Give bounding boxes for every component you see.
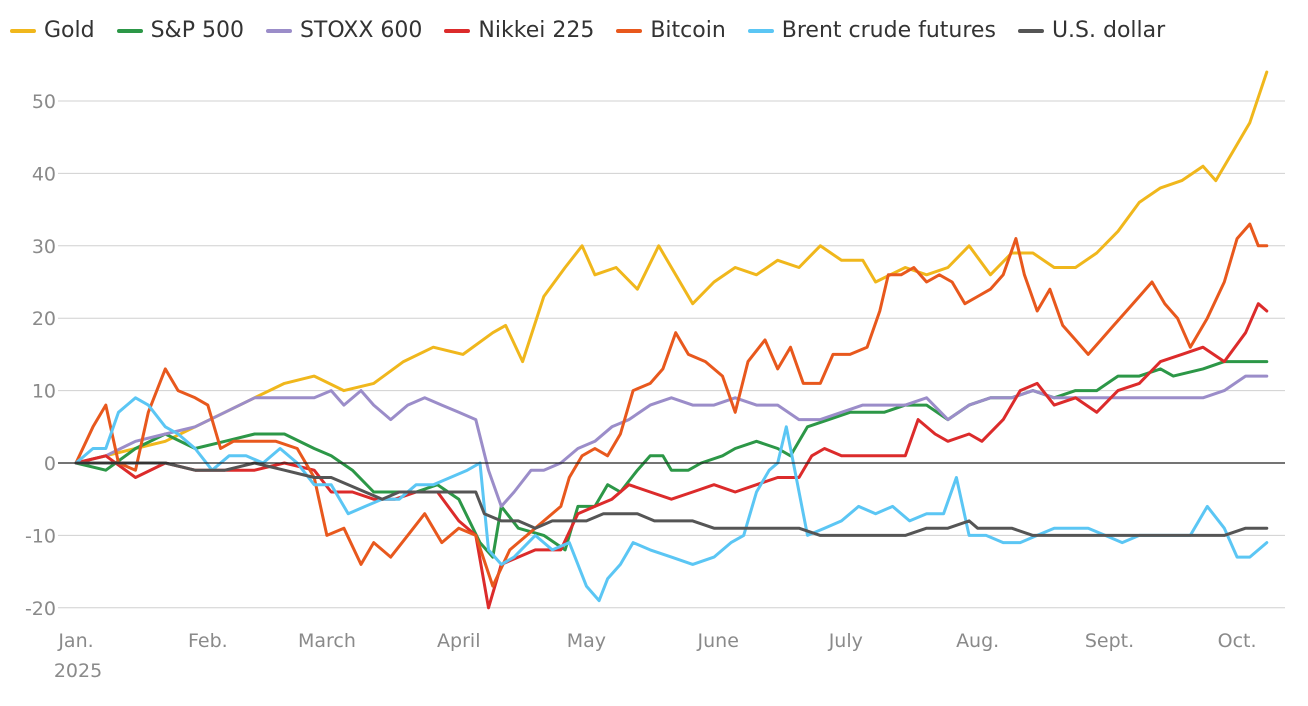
y-tick-label: -10	[25, 525, 56, 547]
legend-swatch	[10, 28, 36, 33]
legend-label: Brent crude futures	[781, 18, 996, 43]
x-tick-label: Jan.	[57, 630, 93, 652]
series-line-gold	[74, 70, 1269, 465]
x-tick-label: May	[567, 630, 606, 652]
series-line-bitcoin	[74, 222, 1269, 588]
y-tick-label: -20	[25, 598, 56, 620]
legend-swatch	[747, 28, 774, 33]
x-tick-label: June	[697, 630, 739, 652]
y-tick-label: 20	[32, 308, 56, 330]
x-tick-label: Sept.	[1085, 630, 1134, 652]
legend-swatch	[444, 28, 471, 33]
x-tick-label: July	[828, 630, 863, 652]
x-tick-label: April	[437, 630, 480, 652]
legend-swatch	[616, 28, 643, 33]
legend-item: U.S. dollar	[1017, 18, 1166, 43]
legend-item: Nikkei 225	[444, 18, 594, 43]
series-line-u-s-dollar	[74, 461, 1269, 537]
chart-legend: Gold S&P 500 STOXX 600 Nikkei 225 Bitcoin Bre…	[10, 18, 1165, 43]
legend-item: Bitcoin	[616, 18, 726, 43]
legend-item: Gold	[10, 18, 95, 43]
series-line-nikkei-225	[74, 302, 1269, 610]
legend-label: S&P 500	[150, 18, 244, 43]
y-tick-label: 50	[32, 91, 56, 113]
x-tick-label: Feb.	[188, 630, 228, 652]
series-line-stoxx-600	[74, 374, 1269, 508]
legend-label: STOXX 600	[299, 18, 423, 43]
legend-swatch	[116, 28, 143, 33]
y-tick-label: 0	[44, 453, 56, 475]
legend-label: Nikkei 225	[478, 18, 595, 43]
x-tick-label: March	[298, 630, 356, 652]
x-tick-year-label: 2025	[54, 660, 102, 682]
legend-label: U.S. dollar	[1051, 18, 1166, 43]
series-line-brent-crude-futures	[74, 396, 1269, 603]
legend-item: Brent crude futures	[747, 18, 996, 43]
legend-label: Bitcoin	[650, 18, 726, 43]
y-tick-label: 30	[32, 236, 56, 258]
legend-item: S&P 500	[116, 18, 244, 43]
series-line-s-p-500	[74, 360, 1269, 559]
y-tick-label: 10	[32, 381, 56, 403]
y-tick-label: 40	[32, 163, 56, 185]
x-tick-label: Aug.	[956, 630, 999, 652]
legend-swatch	[265, 28, 292, 33]
legend-swatch	[1017, 28, 1044, 33]
x-tick-label: Oct.	[1218, 630, 1257, 652]
legend-item: STOXX 600	[265, 18, 423, 43]
legend-label: Gold	[44, 18, 95, 43]
